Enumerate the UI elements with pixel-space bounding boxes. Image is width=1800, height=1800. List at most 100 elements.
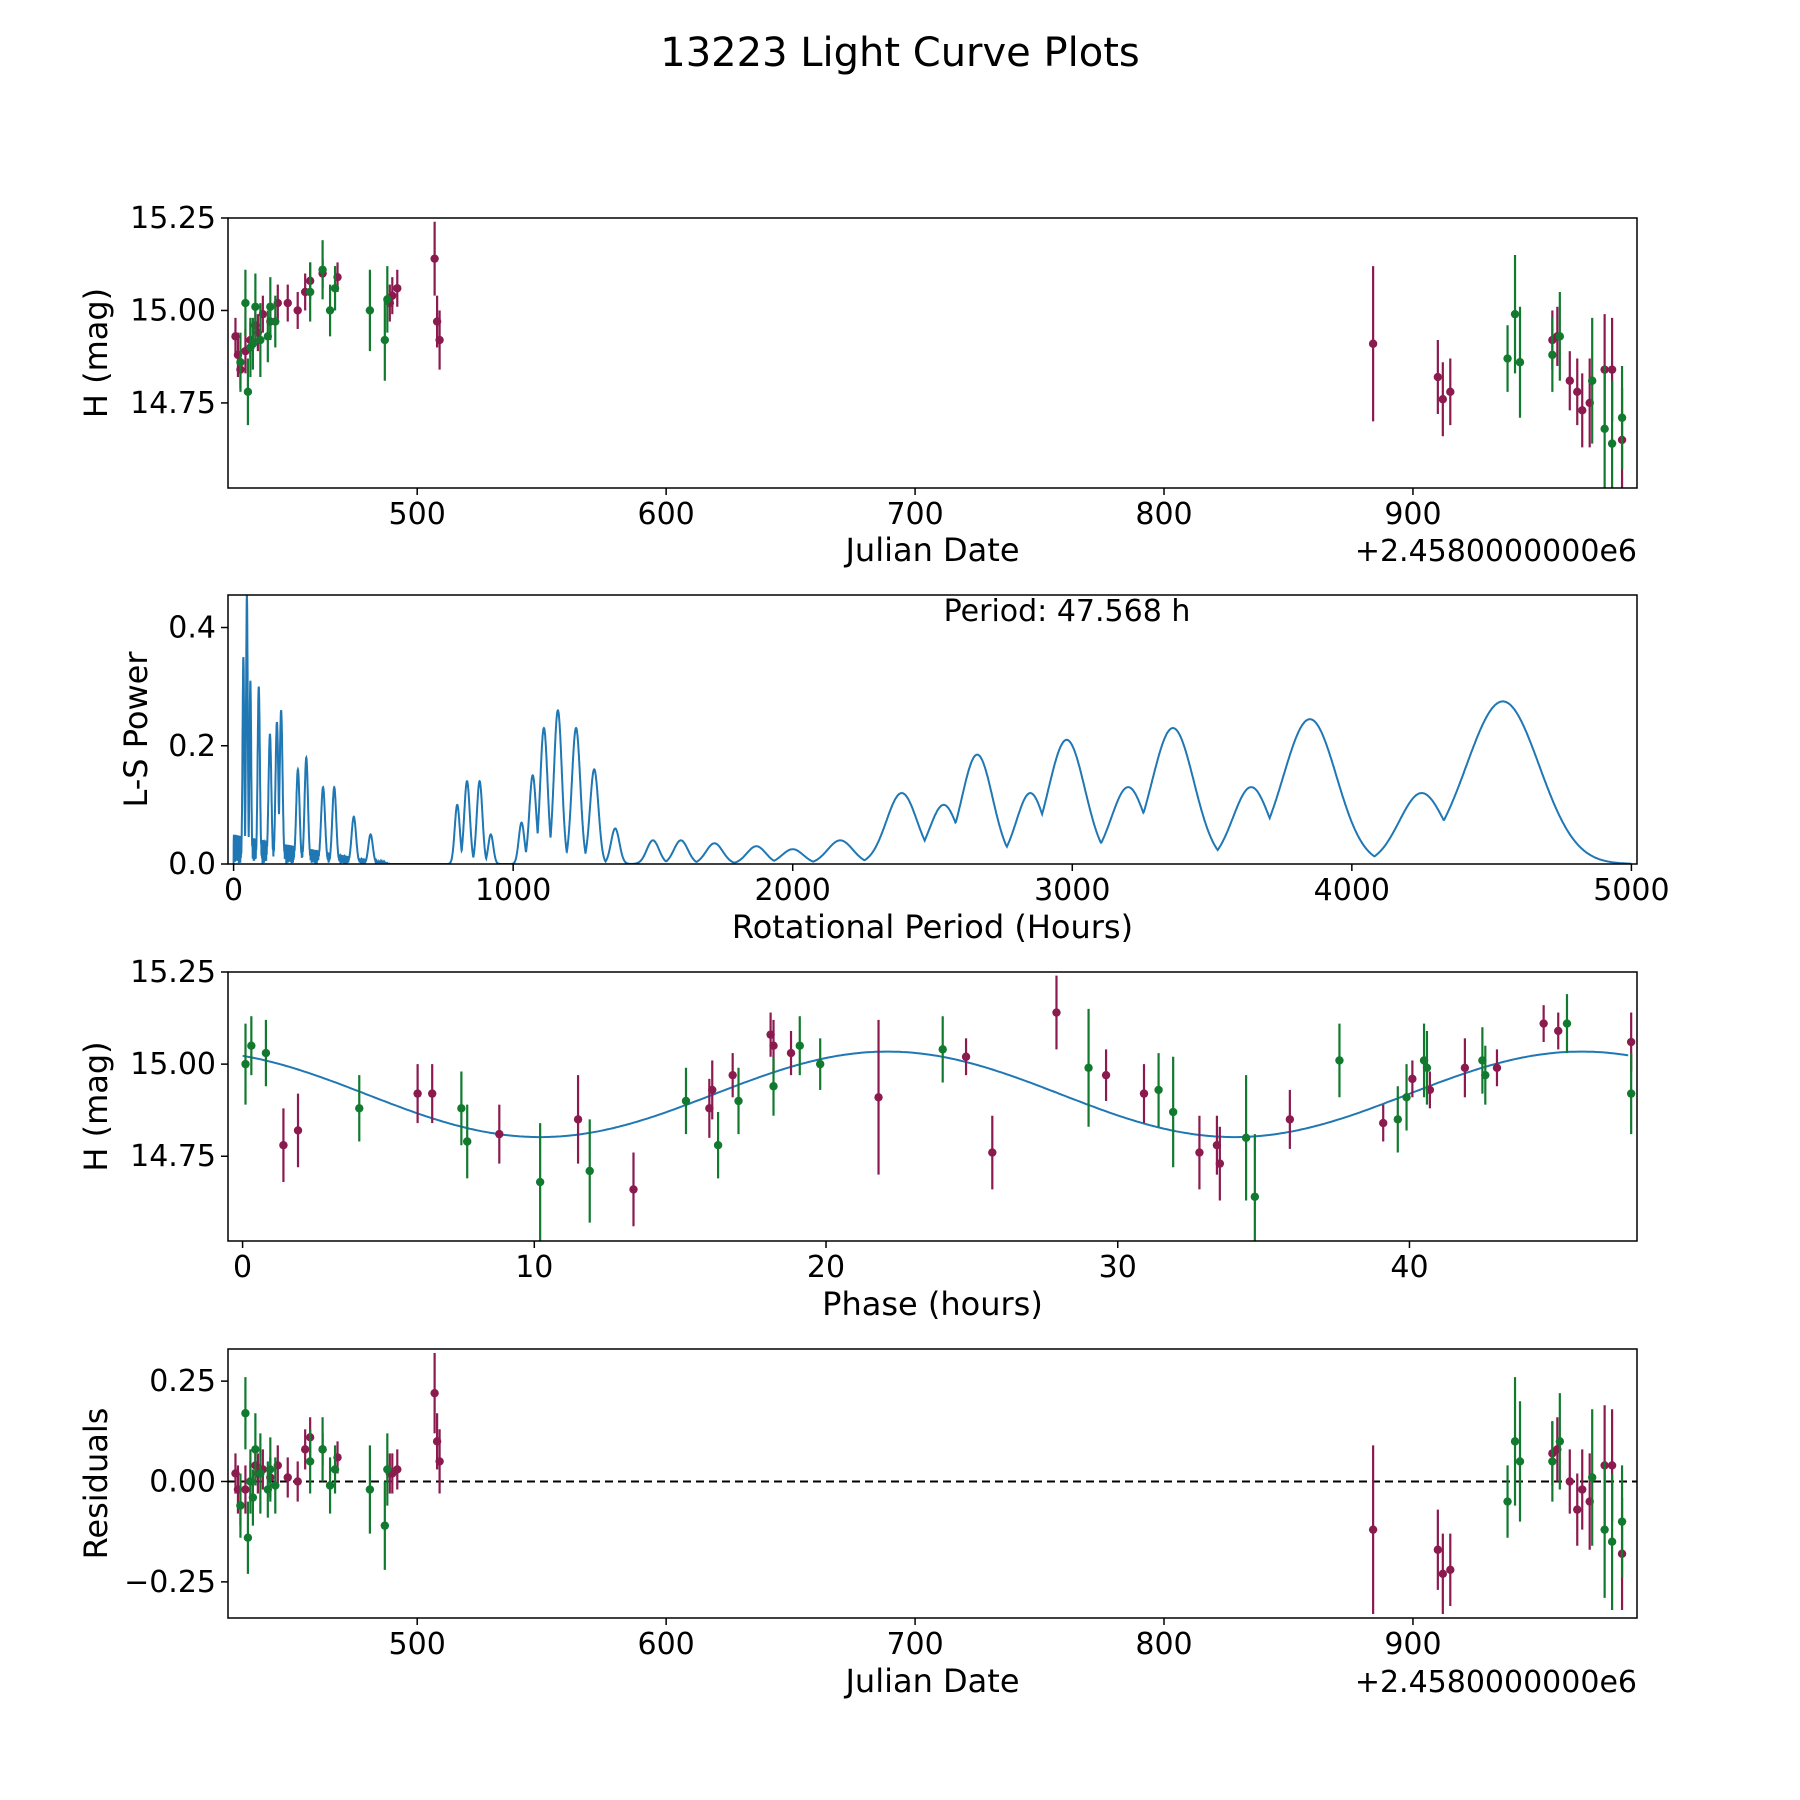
data-marker [1626,1089,1636,1098]
data-point [305,1429,315,1494]
y-tick-label: 14.75 [130,1139,216,1174]
data-point [713,1112,723,1179]
data-marker [1617,1517,1627,1526]
data-point [1600,365,1609,488]
data-marker [1515,1457,1525,1466]
data-marker [266,302,275,311]
data-point [256,303,265,378]
data-marker [535,1177,545,1187]
data-marker [1555,332,1565,341]
data-marker [874,1093,883,1102]
data-marker [1168,1107,1178,1117]
y-axis-label: Residuals [77,1408,115,1560]
data-point [1587,1409,1597,1546]
data-marker [380,335,390,345]
data-point [393,1449,402,1490]
data-point [1139,1064,1149,1124]
x-tick-label: 800 [1135,1627,1192,1662]
data-point [1408,1060,1417,1098]
data-marker [1515,358,1525,367]
data-point [728,1053,737,1098]
data-point [1084,1008,1093,1127]
data-point [248,1469,258,1526]
data-point [241,1023,250,1105]
data-point [271,295,280,348]
data-point [961,1038,971,1076]
y-axis-label: H (mag) [77,1041,115,1171]
data-marker [241,298,250,308]
data-marker [795,1041,804,1050]
series-green [236,1377,1627,1610]
data-point [1548,1421,1557,1502]
data-point [1510,254,1520,374]
data-point [1285,1089,1295,1149]
data-point [1600,1461,1609,1598]
data-marker [1587,1473,1597,1482]
data-point [1555,291,1565,381]
data-marker [1565,376,1574,385]
data-point [241,1377,250,1450]
data-marker [1446,1565,1455,1575]
data-point [251,1413,260,1486]
data-marker [1438,1569,1448,1579]
plot-frame [227,217,1638,489]
y-axis-label: H (mag) [77,288,115,418]
x-tick-label: 1000 [475,873,551,908]
data-point [1617,1465,1627,1578]
data-point [629,1152,638,1227]
y-tick-label: 0.00 [149,1464,216,1499]
data-point [383,266,392,333]
x-tick-label: 10 [515,1250,553,1285]
data-marker [1510,1437,1520,1446]
x-tick-label: 30 [1099,1250,1137,1285]
data-marker [271,317,280,326]
data-marker [1402,1093,1411,1102]
x-tick-label: 600 [638,497,695,532]
series-purple [279,975,1636,1227]
data-point [236,1473,245,1538]
y-tick-label: 15.25 [130,955,216,990]
x-tick-label: 900 [1384,1627,1441,1662]
data-marker [1084,1063,1093,1073]
data-marker [1460,1063,1470,1073]
data-marker [585,1166,594,1176]
data-point [243,1501,253,1574]
data-marker [271,1481,280,1490]
y-tick-label: 15.00 [130,1047,216,1082]
x-tick-label: 0 [233,1250,252,1285]
data-point [247,1016,256,1076]
data-point [1578,1449,1587,1530]
data-point [1402,1064,1411,1131]
data-marker [1573,387,1582,397]
data-point [1548,317,1557,392]
data-point [1573,1473,1582,1546]
data-point [1607,1473,1617,1610]
data-point [248,317,258,370]
data-marker [1052,1008,1061,1017]
data-point [330,266,340,311]
data-marker [769,1041,778,1050]
data-point [271,1457,280,1514]
data-point [1565,1449,1574,1514]
plot-frame [227,1348,1638,1619]
data-marker [247,1041,256,1050]
data-point [241,1465,250,1514]
data-marker [305,1457,315,1466]
data-point [708,1060,717,1120]
x-axis-label: Rotational Period (Hours) [732,908,1133,946]
data-marker [1607,365,1617,374]
y-tick-label: 0.25 [149,1364,216,1399]
data-marker [1607,439,1617,448]
data-marker [1539,1019,1548,1028]
data-marker [1379,1118,1388,1128]
data-point [1422,1030,1432,1105]
data-point [293,1461,302,1502]
plot-area [241,975,1636,1241]
x-tick-label: 500 [389,497,446,532]
data-marker [241,1485,250,1494]
data-point [1510,1377,1520,1506]
data-point [293,291,302,329]
data-point [1241,1075,1251,1201]
y-tick-label: 0.0 [168,847,216,882]
data-point [325,284,335,337]
